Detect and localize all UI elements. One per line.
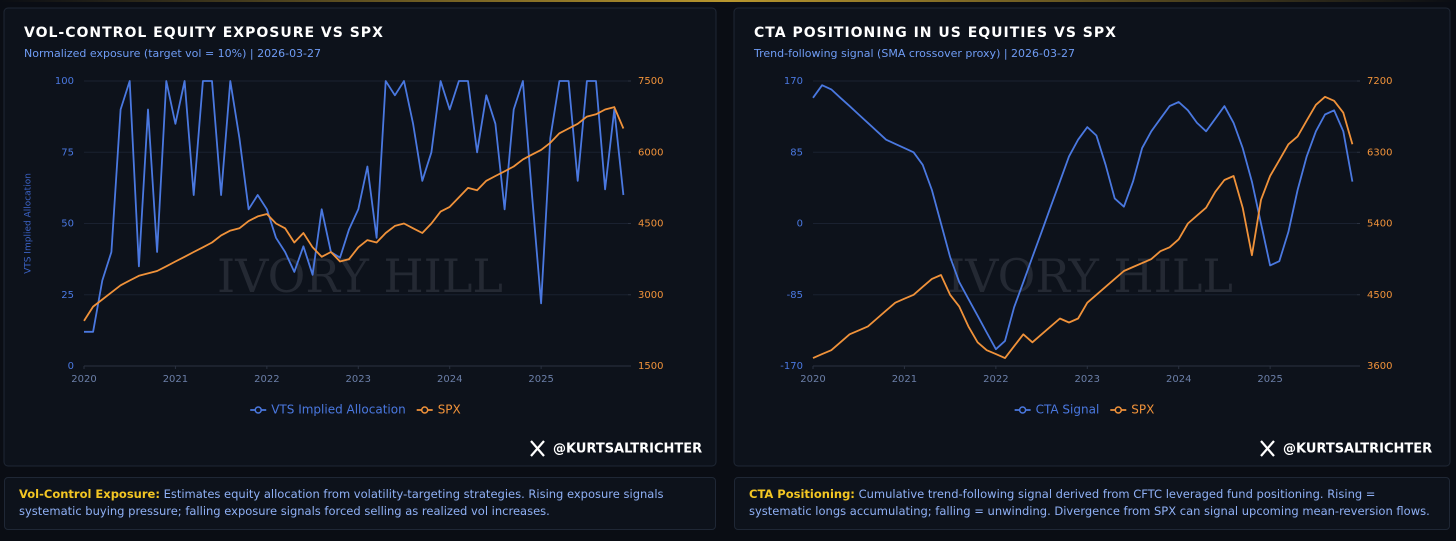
x-tick-label: 2022 bbox=[254, 374, 279, 385]
y-tick-label: 85 bbox=[790, 147, 803, 158]
y2-tick-label: 3000 bbox=[638, 290, 663, 301]
y2-tick-label: 5400 bbox=[1367, 219, 1392, 230]
x-tick-label: 2021 bbox=[892, 374, 917, 385]
y-tick-label: 170 bbox=[784, 76, 803, 87]
handle: @KURTSALTRICHTER bbox=[1283, 442, 1432, 457]
x-tick-label: 2023 bbox=[1075, 374, 1100, 385]
y2-tick-label: 3600 bbox=[1367, 361, 1392, 372]
series-line bbox=[83, 106, 625, 322]
y-tick-label: -170 bbox=[780, 361, 803, 372]
chart-subtitle: Trend-following signal (SMA crossover pr… bbox=[753, 47, 1075, 60]
legend-swatch bbox=[1114, 406, 1123, 414]
y2-tick-label: 7500 bbox=[638, 76, 663, 87]
x-tick-label: 2020 bbox=[71, 374, 96, 385]
legend-swatch bbox=[254, 406, 262, 414]
x-tick-label: 2021 bbox=[163, 374, 188, 385]
x-logo bbox=[1260, 440, 1275, 457]
x-tick-label: 2020 bbox=[800, 374, 825, 385]
y-tick-label: 25 bbox=[61, 290, 74, 301]
y-tick-label: 100 bbox=[55, 76, 74, 87]
panel bbox=[3, 7, 717, 467]
x-tick-label: 2024 bbox=[1166, 374, 1191, 385]
y2-tick-label: 6300 bbox=[1367, 147, 1392, 158]
watermark: IVORY HILL bbox=[217, 249, 503, 303]
note-label: Vol-Control Exposure: bbox=[19, 487, 160, 501]
y2-tick-label: 4500 bbox=[1367, 290, 1392, 301]
y-tick-label: 0 bbox=[68, 361, 74, 372]
note: CTA Positioning: Cumulative trend-follow… bbox=[734, 477, 1450, 530]
y-axis-label: VTS Implied Allocation bbox=[24, 173, 34, 274]
watermark: IVORY HILL bbox=[947, 249, 1233, 303]
y2-tick-label: 6000 bbox=[638, 147, 663, 158]
chart-subtitle: Normalized exposure (target vol = 10%) |… bbox=[24, 47, 321, 60]
x-tick-label: 2025 bbox=[1257, 374, 1282, 385]
legend-swatch bbox=[1018, 406, 1027, 414]
y-tick-label: 75 bbox=[61, 147, 74, 158]
x-logo bbox=[530, 440, 545, 457]
legend-label: SPX bbox=[1131, 403, 1154, 417]
x-tick-label: 2022 bbox=[983, 374, 1008, 385]
legend-label: CTA Signal bbox=[1036, 403, 1100, 417]
x-tick-label: 2025 bbox=[528, 374, 553, 385]
y2-tick-label: 7200 bbox=[1367, 76, 1392, 87]
series-line bbox=[812, 84, 1354, 351]
note: Vol-Control Exposure: Estimates equity a… bbox=[4, 477, 716, 530]
legend-swatch bbox=[420, 406, 429, 414]
y-tick-label: -85 bbox=[787, 290, 803, 301]
top-accent bbox=[0, 0, 1456, 2]
x-tick-label: 2024 bbox=[437, 374, 462, 385]
y-tick-label: 0 bbox=[797, 219, 803, 230]
chart-title: CTA POSITIONING IN US EQUITIES VS SPX bbox=[754, 25, 1117, 41]
series-line bbox=[812, 95, 1354, 359]
note-text: Estimates equity allocation from volatil… bbox=[19, 487, 664, 518]
legend-label: VTS Implied Allocation bbox=[271, 403, 405, 417]
legend-label: SPX bbox=[438, 403, 461, 417]
y-tick-label: 50 bbox=[61, 219, 74, 230]
series-line bbox=[84, 80, 625, 333]
x-tick-label: 2023 bbox=[346, 374, 371, 385]
handle: @KURTSALTRICHTER bbox=[553, 442, 702, 457]
note-text: Cumulative trend-following signal derive… bbox=[749, 487, 1430, 518]
y2-tick-label: 1500 bbox=[638, 361, 663, 372]
panel bbox=[733, 7, 1451, 467]
y2-tick-label: 4500 bbox=[638, 219, 663, 230]
chart-title: VOL-CONTROL EQUITY EXPOSURE VS SPX bbox=[24, 25, 384, 41]
note-label: CTA Positioning: bbox=[749, 487, 855, 501]
